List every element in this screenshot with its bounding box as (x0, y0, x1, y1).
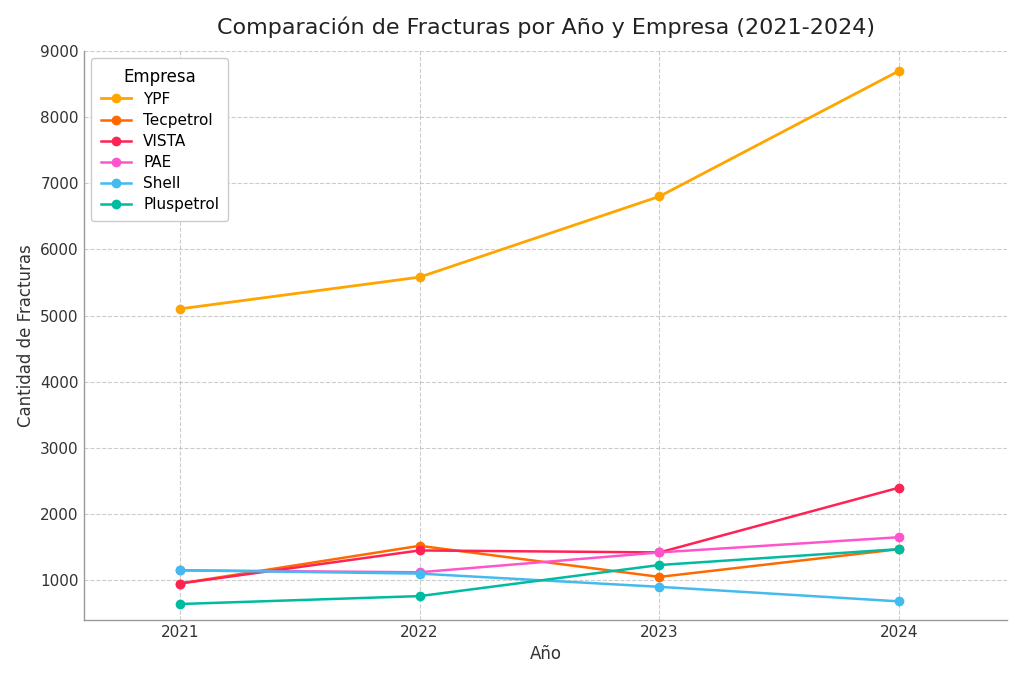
Line: Pluspetrol: Pluspetrol (175, 545, 903, 608)
Line: VISTA: VISTA (175, 483, 903, 588)
PAE (173, 566, 185, 575)
VISTA (653, 548, 666, 556)
PAE (653, 548, 666, 556)
Title: Comparación de Fracturas por Año y Empresa (2021-2024): Comparación de Fracturas por Año y Empre… (216, 17, 874, 38)
Line: Tecpetrol: Tecpetrol (175, 542, 903, 588)
Y-axis label: Cantidad de Fracturas: Cantidad de Fracturas (16, 244, 35, 427)
Pluspetrol (173, 600, 185, 608)
X-axis label: Año: Año (529, 645, 561, 663)
Shell (893, 597, 905, 605)
YPF (653, 192, 666, 201)
Pluspetrol (414, 592, 426, 600)
Tecpetrol (893, 545, 905, 554)
Shell (653, 583, 666, 591)
Shell (173, 566, 185, 575)
VISTA (414, 546, 426, 554)
YPF (414, 273, 426, 282)
PAE (414, 568, 426, 577)
PAE (893, 533, 905, 541)
VISTA (893, 483, 905, 492)
Line: YPF: YPF (175, 67, 903, 313)
Line: Shell: Shell (175, 566, 903, 606)
Pluspetrol (893, 545, 905, 554)
YPF (893, 67, 905, 75)
YPF (173, 305, 185, 313)
Line: PAE: PAE (175, 533, 903, 577)
Tecpetrol (653, 573, 666, 581)
VISTA (173, 579, 185, 588)
Shell (414, 570, 426, 578)
Tecpetrol (414, 542, 426, 550)
Tecpetrol (173, 579, 185, 588)
Pluspetrol (653, 561, 666, 569)
Legend: YPF, Tecpetrol, VISTA, PAE, Shell, Pluspetrol: YPF, Tecpetrol, VISTA, PAE, Shell, Plusp… (91, 58, 228, 222)
